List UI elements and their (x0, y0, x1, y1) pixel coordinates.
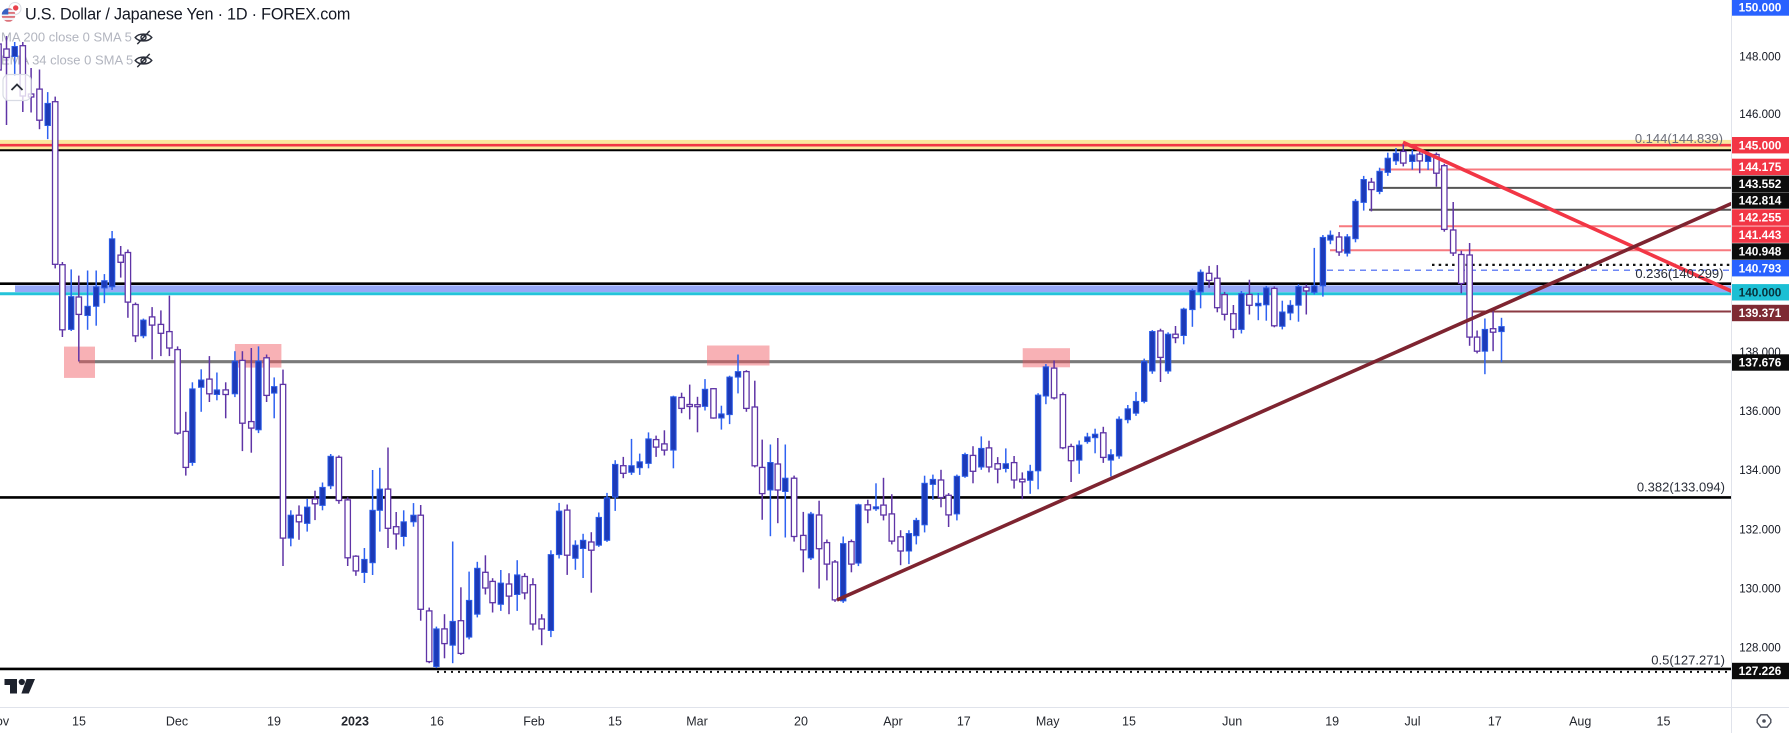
svg-text:May: May (1036, 715, 1060, 729)
svg-text:146.000: 146.000 (1739, 109, 1781, 121)
svg-text:142.255: 142.255 (1739, 211, 1782, 225)
svg-text:Apr: Apr (883, 715, 902, 729)
svg-text:145.000: 145.000 (1739, 138, 1782, 152)
svg-text:U.S. Dollar / Japanese Yen · 1: U.S. Dollar / Japanese Yen · 1D · FOREX.… (25, 6, 350, 24)
svg-text:136.000: 136.000 (1739, 406, 1781, 418)
svg-text:17: 17 (957, 715, 971, 729)
svg-text:140.000: 140.000 (1739, 286, 1782, 300)
svg-text:144.175: 144.175 (1739, 160, 1782, 174)
svg-text:142.814: 142.814 (1739, 194, 1782, 208)
svg-text:Jun: Jun (1222, 715, 1242, 729)
svg-text:Jul: Jul (1405, 715, 1421, 729)
svg-text:128.000: 128.000 (1739, 643, 1781, 655)
svg-text:0.144(144.839): 0.144(144.839) (1635, 131, 1723, 146)
svg-text:19: 19 (1325, 715, 1339, 729)
svg-text:143.552: 143.552 (1739, 177, 1782, 191)
svg-text:150.000: 150.000 (1739, 1, 1782, 15)
svg-text:Nov: Nov (0, 715, 10, 729)
svg-text:0.382(133.094): 0.382(133.094) (1637, 479, 1725, 494)
svg-text:MA 200 close 0 SMA 5: MA 200 close 0 SMA 5 (1, 30, 132, 45)
svg-text:140.948: 140.948 (1739, 245, 1782, 259)
svg-text:Aug: Aug (1569, 715, 1591, 729)
svg-text:130.000: 130.000 (1739, 583, 1781, 595)
svg-text:Dec: Dec (166, 715, 188, 729)
svg-text:15: 15 (1122, 715, 1136, 729)
svg-text:Feb: Feb (523, 715, 545, 729)
svg-text:141.443: 141.443 (1739, 228, 1782, 242)
svg-text:127.226: 127.226 (1739, 664, 1782, 678)
svg-text:17: 17 (1488, 715, 1502, 729)
svg-text:0.5(127.271): 0.5(127.271) (1651, 652, 1725, 667)
svg-text:139.371: 139.371 (1739, 306, 1782, 320)
svg-text:134.000: 134.000 (1739, 465, 1781, 477)
svg-text:Mar: Mar (686, 715, 708, 729)
svg-text:EMA 34 close 0 SMA 5: EMA 34 close 0 SMA 5 (1, 53, 133, 68)
svg-text:15: 15 (72, 715, 86, 729)
svg-text:140.793: 140.793 (1739, 261, 1782, 275)
svg-text:148.000: 148.000 (1739, 52, 1781, 64)
svg-text:0.236(140.299): 0.236(140.299) (1635, 266, 1723, 281)
svg-text:132.000: 132.000 (1739, 524, 1781, 536)
svg-text:16: 16 (430, 715, 444, 729)
svg-text:15: 15 (1657, 715, 1671, 729)
svg-text:20: 20 (794, 715, 808, 729)
svg-text:15: 15 (608, 715, 622, 729)
svg-text:2023: 2023 (341, 715, 369, 729)
svg-text:19: 19 (267, 715, 281, 729)
svg-text:137.676: 137.676 (1739, 356, 1782, 370)
